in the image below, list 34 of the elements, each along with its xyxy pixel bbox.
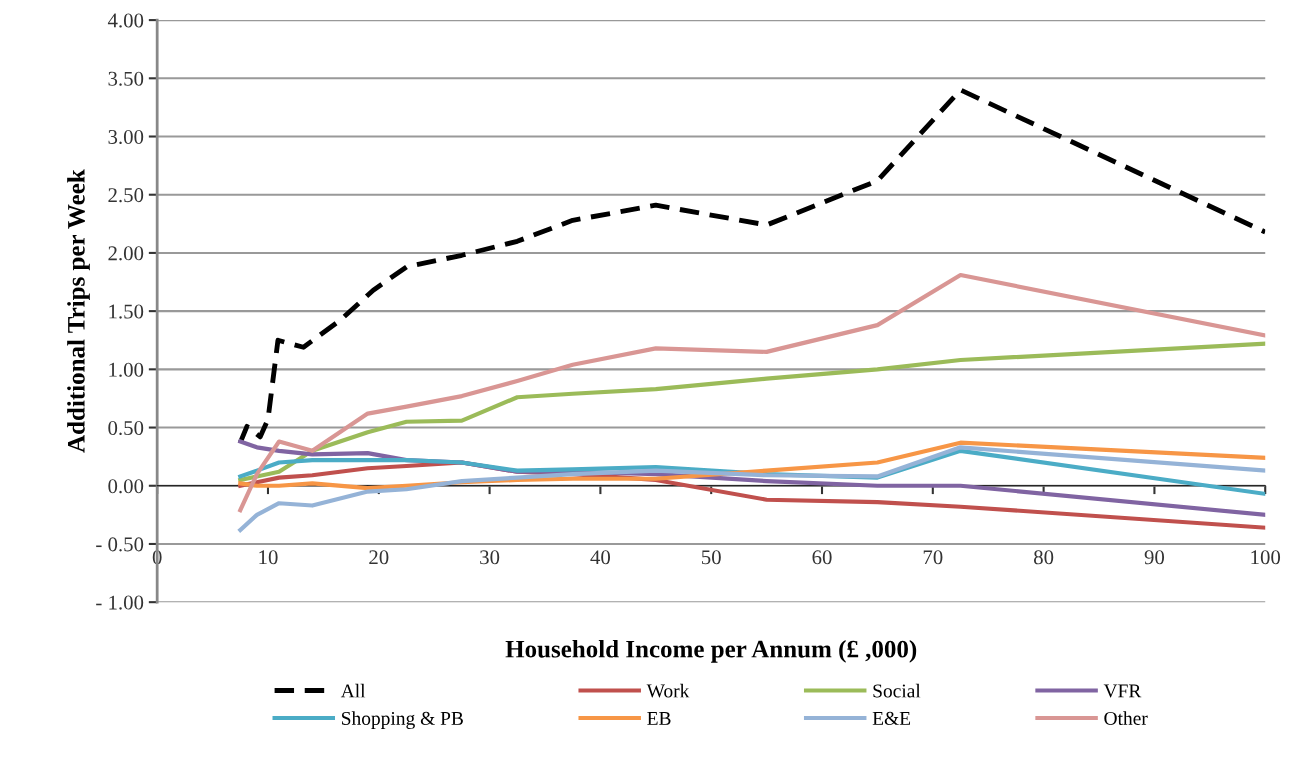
y-tick-label: 1.00 (109, 362, 144, 377)
x-axis-title: Household Income per Annum (£ ,000) (505, 640, 917, 663)
line-series (238, 341, 1266, 483)
y-tick-label: 3.00 (108, 129, 144, 145)
line-series (238, 272, 1266, 513)
legend-label: EB (647, 712, 671, 725)
y-tick-label: 1.50 (109, 304, 144, 319)
y-tick-label: - 1.00 (96, 595, 144, 610)
x-tick-label: 60 (812, 550, 832, 565)
x-tick-label: 40 (590, 550, 611, 565)
x-tick-label: 50 (702, 550, 721, 565)
y-tick-label: 0.00 (108, 479, 144, 494)
y-tick-label: 3.50 (108, 71, 144, 86)
y-axis-title: Additional Trips per Week (67, 169, 90, 453)
y-tick-label: 2.00 (108, 246, 144, 261)
x-tick-label: 10 (259, 550, 278, 565)
x-tick-label: 100 (1251, 550, 1281, 565)
legend-label: All (340, 683, 366, 698)
x-tick-label: 80 (1033, 550, 1054, 565)
x-tick-label: 30 (480, 550, 500, 565)
x-tick-label: 90 (1144, 550, 1165, 565)
y-tick-label: 4.00 (107, 13, 144, 28)
legend-label: Work (646, 683, 690, 698)
x-tick-label: 20 (369, 550, 389, 565)
x-tick-label: 70 (923, 550, 943, 565)
y-tick-label: 0.50 (108, 420, 144, 436)
legend-label: VFR (1103, 684, 1142, 698)
legend-label: Shopping & PB (342, 711, 463, 729)
y-tick-label: - 0.50 (96, 537, 144, 552)
legend-label: Social (873, 683, 921, 698)
y-tick-label: 2.50 (108, 188, 144, 203)
line-series (238, 445, 1266, 533)
legend-label: Other (1104, 711, 1148, 725)
legend-label: E&E (872, 711, 911, 725)
